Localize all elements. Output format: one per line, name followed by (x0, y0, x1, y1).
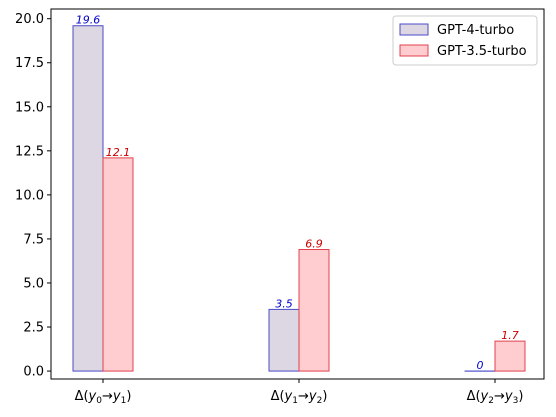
x-tick-label-part: ) (322, 389, 327, 404)
legend-swatch-gpt-4-turbo (399, 23, 429, 36)
plot-frame (50, 8, 545, 380)
x-tick-label-part: 1 (292, 396, 298, 406)
data-label-series-0-category-1: 3.5 (275, 297, 293, 310)
x-tick-label-part: → (298, 389, 309, 404)
legend-label-gpt-4-turbo: GPT-4-turbo (437, 23, 514, 38)
legend-box (392, 15, 538, 66)
y-tick-label: 20.0 (15, 12, 44, 27)
x-tick-label-part: ) (126, 389, 131, 404)
x-tick-label-1: Δ(y1→y2) (271, 389, 328, 406)
y-tick-label: 15.0 (15, 100, 44, 115)
y-tick-label: 5.0 (23, 276, 44, 291)
y-tick-label: 17.5 (15, 56, 44, 71)
y-tick-label: 12.5 (15, 144, 44, 159)
x-tick-label-part: Δ( (467, 389, 481, 404)
x-tick-label-part: y (284, 389, 293, 404)
x-tick-label-part: → (494, 389, 505, 404)
x-tick-label-0: Δ(y0→y1) (75, 389, 132, 406)
x-tick-label-part: y (112, 389, 121, 404)
y-tick-label: 7.5 (23, 232, 44, 247)
y-tick-label: 10.0 (15, 188, 44, 203)
x-tick-label-part: 2 (317, 396, 323, 406)
x-axis: Δ(y0→y1) Δ(y1→y2) Δ(y2→y3) (75, 379, 524, 406)
x-tick-label-part: 1 (121, 396, 127, 406)
data-labels-layer: 19.6 3.5 0 12.1 6.9 1.7 (76, 14, 519, 372)
x-tick-label-part: y (504, 389, 513, 404)
bar-series-0-category-0 (72, 25, 104, 372)
legend-swatch-gpt-3-5-turbo (399, 44, 429, 57)
bar-series-0-category-1 (268, 308, 300, 372)
y-tick-label: 2.5 (23, 321, 44, 336)
x-tick-label-part: y (480, 389, 489, 404)
x-tick-label-2: Δ(y2→y3) (467, 389, 524, 406)
x-tick-label-part: 3 (513, 396, 519, 406)
legend-label-gpt-3-5-turbo: GPT-3.5-turbo (437, 44, 527, 59)
data-label-series-1-category-0: 12.1 (106, 146, 131, 159)
legend: GPT-4-turbo GPT-3.5-turbo (392, 15, 538, 66)
x-tick-label-part: 2 (488, 396, 494, 406)
x-tick-label-part: ) (518, 389, 523, 404)
bar-series-1-category-2 (494, 340, 526, 372)
data-label-series-0-category-0: 19.6 (76, 14, 101, 27)
x-tick-label-part: y (308, 389, 317, 404)
y-tick-label: 0.0 (23, 365, 44, 380)
bar-series-1-category-0 (102, 157, 134, 372)
x-tick-label-part: → (102, 389, 113, 404)
x-tick-label-part: y (88, 389, 97, 404)
y-axis: 0.0 2.5 5.0 7.5 10.0 12.5 15.0 17.5 20.0 (15, 12, 51, 380)
bar-series-1-category-1 (298, 249, 330, 372)
data-label-series-0-category-2: 0 (477, 359, 484, 372)
bars-layer (72, 25, 526, 372)
x-tick-label-part: 0 (96, 396, 102, 406)
data-label-series-1-category-1: 6.9 (305, 238, 323, 251)
x-tick-label-part: Δ( (75, 389, 89, 404)
data-label-series-1-category-2: 1.7 (501, 329, 519, 342)
x-tick-label-part: Δ( (271, 389, 285, 404)
